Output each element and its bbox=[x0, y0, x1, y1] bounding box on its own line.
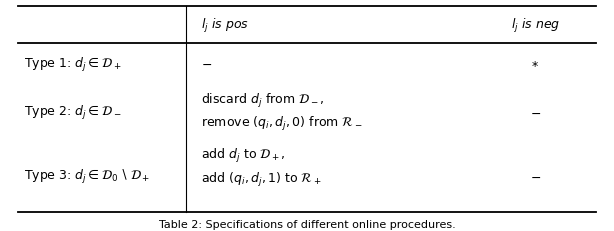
Text: add $d_j$ to $\mathcal{D}_+$,: add $d_j$ to $\mathcal{D}_+$, bbox=[201, 147, 286, 165]
Text: $l_j$ is pos: $l_j$ is pos bbox=[201, 16, 249, 34]
Text: $-$: $-$ bbox=[530, 106, 541, 119]
Text: remove $(q_i, d_j, 0)$ from $\mathcal{R}_-$: remove $(q_i, d_j, 0)$ from $\mathcal{R}… bbox=[201, 115, 363, 133]
Text: Table 2: Specifications of different online procedures.: Table 2: Specifications of different onl… bbox=[158, 219, 456, 229]
Text: Type 1: $d_j \in \mathcal{D}_+$: Type 1: $d_j \in \mathcal{D}_+$ bbox=[24, 55, 122, 73]
Text: $-$: $-$ bbox=[530, 170, 541, 183]
Text: Type 2: $d_j \in \mathcal{D}_-$: Type 2: $d_j \in \mathcal{D}_-$ bbox=[24, 104, 122, 122]
Text: discard $d_j$ from $\mathcal{D}_-$,: discard $d_j$ from $\mathcal{D}_-$, bbox=[201, 91, 324, 109]
Text: Type 3: $d_j \in \mathcal{D}_0 \setminus \mathcal{D}_+$: Type 3: $d_j \in \mathcal{D}_0 \setminus… bbox=[24, 167, 150, 185]
Text: $*$: $*$ bbox=[532, 58, 539, 71]
Text: add $(q_i, d_j, 1)$ to $\mathcal{R}_+$: add $(q_i, d_j, 1)$ to $\mathcal{R}_+$ bbox=[201, 170, 322, 188]
Text: $l_j$ is neg: $l_j$ is neg bbox=[511, 16, 560, 34]
Text: $-$: $-$ bbox=[201, 58, 212, 71]
